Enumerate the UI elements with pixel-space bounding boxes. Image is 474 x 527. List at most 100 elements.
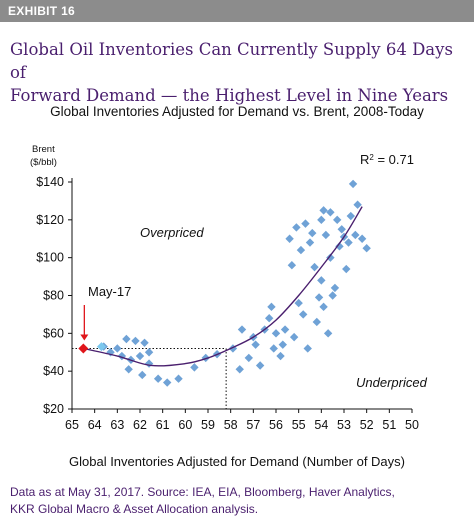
x-tick-label: 59	[201, 418, 215, 432]
exhibit-label: EXHIBIT 16	[8, 4, 76, 18]
data-point	[140, 338, 149, 347]
x-tick-label: 52	[360, 418, 374, 432]
source-note: Data as at May 31, 2017. Source: IEA, EI…	[10, 484, 470, 518]
data-point	[326, 208, 335, 217]
headline: Global Oil Inventories Can Currently Sup…	[10, 38, 470, 107]
x-tick-label: 50	[405, 418, 419, 432]
trend-line	[83, 206, 363, 367]
y-tick-label: $20	[43, 402, 64, 416]
data-point	[326, 253, 335, 262]
y-tick-label: $140	[36, 175, 64, 189]
x-tick-label: 55	[292, 418, 306, 432]
data-point	[285, 234, 294, 243]
data-point	[348, 179, 358, 189]
data-point	[346, 211, 355, 221]
x-tick-label: 61	[156, 418, 170, 432]
data-point	[328, 291, 337, 300]
data-point	[265, 314, 274, 323]
x-tick-label: 58	[224, 418, 238, 432]
y-tick-label: $100	[36, 251, 64, 265]
data-point	[351, 230, 360, 240]
data-point	[122, 334, 131, 344]
data-point	[255, 361, 265, 370]
y-tick-label: $120	[36, 213, 64, 227]
y-tick-label: $60	[43, 326, 64, 340]
x-tick-label: 53	[337, 418, 351, 432]
data-point	[314, 293, 324, 302]
r-squared-base: R	[360, 152, 369, 167]
data-point	[335, 242, 344, 251]
data-point	[353, 200, 362, 209]
data-point	[303, 344, 312, 353]
data-point	[333, 215, 342, 225]
data-point	[269, 344, 278, 353]
x-tick-label: 62	[133, 418, 147, 432]
latest-point	[78, 343, 89, 354]
data-point	[124, 365, 133, 374]
exhibit-banner: EXHIBIT 16	[0, 0, 474, 22]
r-squared-exp: 2	[369, 153, 374, 162]
data-point	[267, 302, 276, 312]
x-tick-label: 65	[65, 418, 79, 432]
data-point	[287, 261, 297, 270]
data-point	[310, 262, 319, 272]
source-line-2: KKR Global Macro & Asset Allocation anal…	[10, 502, 259, 516]
data-point	[308, 228, 317, 238]
data-point	[301, 219, 310, 228]
data-point	[317, 215, 326, 225]
data-point	[113, 344, 122, 353]
data-point	[237, 325, 247, 334]
data-point	[337, 225, 346, 234]
data-point	[144, 359, 154, 368]
data-point	[319, 302, 328, 312]
data-point	[330, 283, 340, 293]
y-axis-label-line-1: Brent	[32, 144, 55, 155]
data-point	[317, 276, 326, 285]
y-axis-label-line-2: ($/bbl)	[30, 157, 57, 168]
data-point	[362, 244, 371, 253]
data-point	[296, 245, 306, 255]
data-point	[294, 298, 303, 308]
data-point	[131, 336, 140, 346]
data-point	[138, 370, 147, 380]
data-point	[144, 348, 154, 357]
data-point	[312, 317, 321, 327]
x-tick-label: 60	[178, 418, 192, 432]
data-point	[276, 351, 285, 361]
r-squared-label: R2 = 0.71	[360, 152, 414, 167]
data-point	[163, 378, 172, 387]
data-point	[135, 351, 145, 361]
headline-line-1: Global Oil Inventories Can Currently Sup…	[10, 40, 453, 82]
data-point	[251, 340, 260, 349]
recent-point	[96, 342, 106, 352]
data-point	[357, 234, 367, 243]
x-tick-label: 54	[314, 418, 328, 432]
x-tick-label: 64	[88, 418, 102, 432]
chart-title: Global Inventories Adjusted for Demand v…	[50, 104, 424, 119]
data-point	[323, 329, 333, 338]
x-tick-label: 63	[110, 418, 124, 432]
data-point	[280, 325, 290, 334]
may-17-arrow-head	[80, 334, 89, 341]
y-tick-label: $40	[43, 364, 64, 378]
r-squared-value: = 0.71	[374, 152, 414, 167]
x-tick-label: 51	[382, 418, 396, 432]
data-point	[244, 353, 253, 363]
overpriced-label: Overpriced	[140, 225, 204, 240]
data-point	[278, 340, 287, 349]
may-17-label: May-17	[88, 284, 131, 299]
underpriced-label: Underpriced	[356, 375, 428, 390]
x-tick-label: 56	[269, 418, 283, 432]
data-point	[201, 353, 210, 363]
data-point	[299, 310, 308, 319]
data-point	[289, 332, 299, 342]
data-point	[319, 206, 328, 215]
data-point	[174, 374, 183, 383]
x-axis-label: Global Inventories Adjusted for Demand (…	[69, 454, 405, 469]
data-point	[190, 363, 199, 372]
data-point	[271, 329, 281, 338]
data-point	[305, 238, 315, 247]
source-line-1: Data as at May 31, 2017. Source: IEA, EI…	[10, 485, 395, 499]
data-point	[321, 230, 331, 240]
headline-line-2: Forward Demand — the Highest Level in Ni…	[10, 86, 449, 105]
